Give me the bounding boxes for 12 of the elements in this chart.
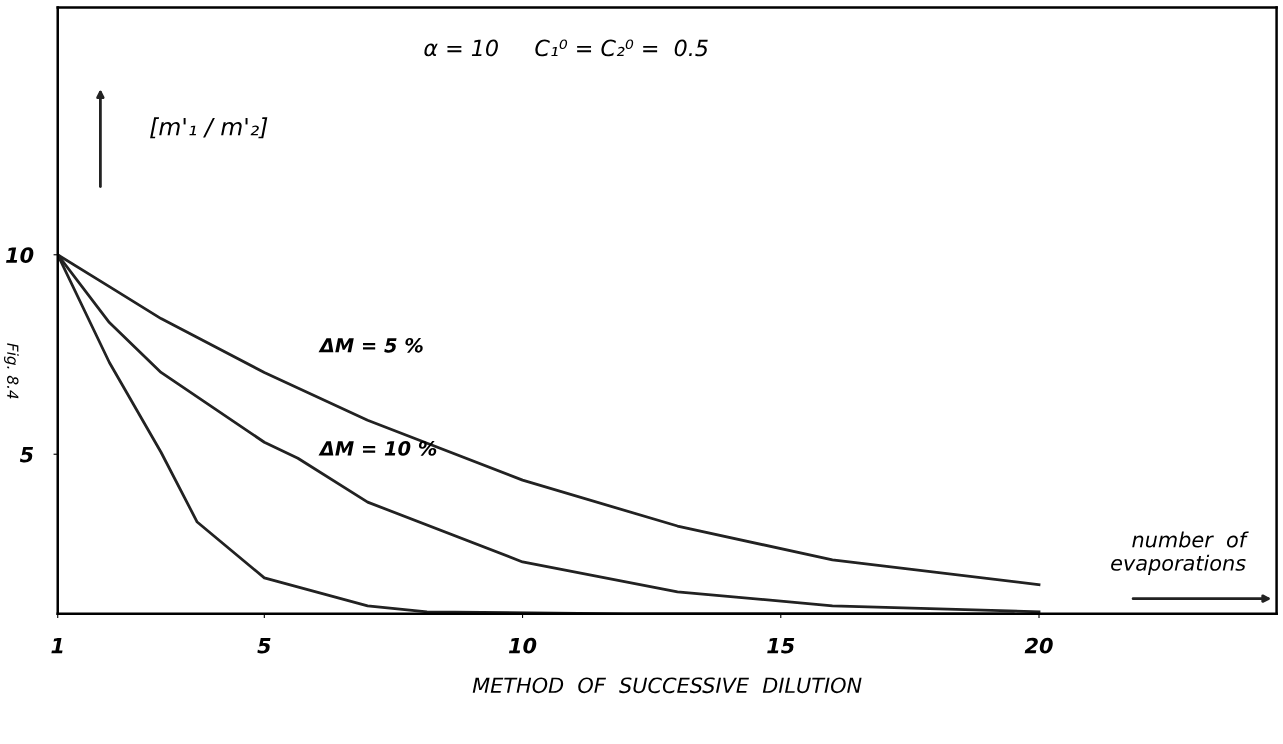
x-axis-title: METHOD OF SUCCESSIVE DILUTION xyxy=(472,677,862,694)
x-tick-label: 15 xyxy=(767,638,795,654)
annotation: ΔM = 10 % xyxy=(318,441,437,456)
x-tick-label: 5 xyxy=(257,638,271,654)
x-tick-label: 10 xyxy=(508,637,537,654)
x-tick-label: 20 xyxy=(1024,637,1053,654)
annotation: number of evaporations xyxy=(1111,531,1249,575)
annotation: ΔM = 5 % xyxy=(318,337,423,353)
y-axis-title: [m'₁ / m'₂] xyxy=(150,117,268,139)
x-tick-label: 1 xyxy=(51,638,63,654)
annotation: α = 10 C₁⁰ = C₂⁰ = 0.5 xyxy=(424,39,708,57)
caption: Fig. 8.4 xyxy=(4,343,19,399)
